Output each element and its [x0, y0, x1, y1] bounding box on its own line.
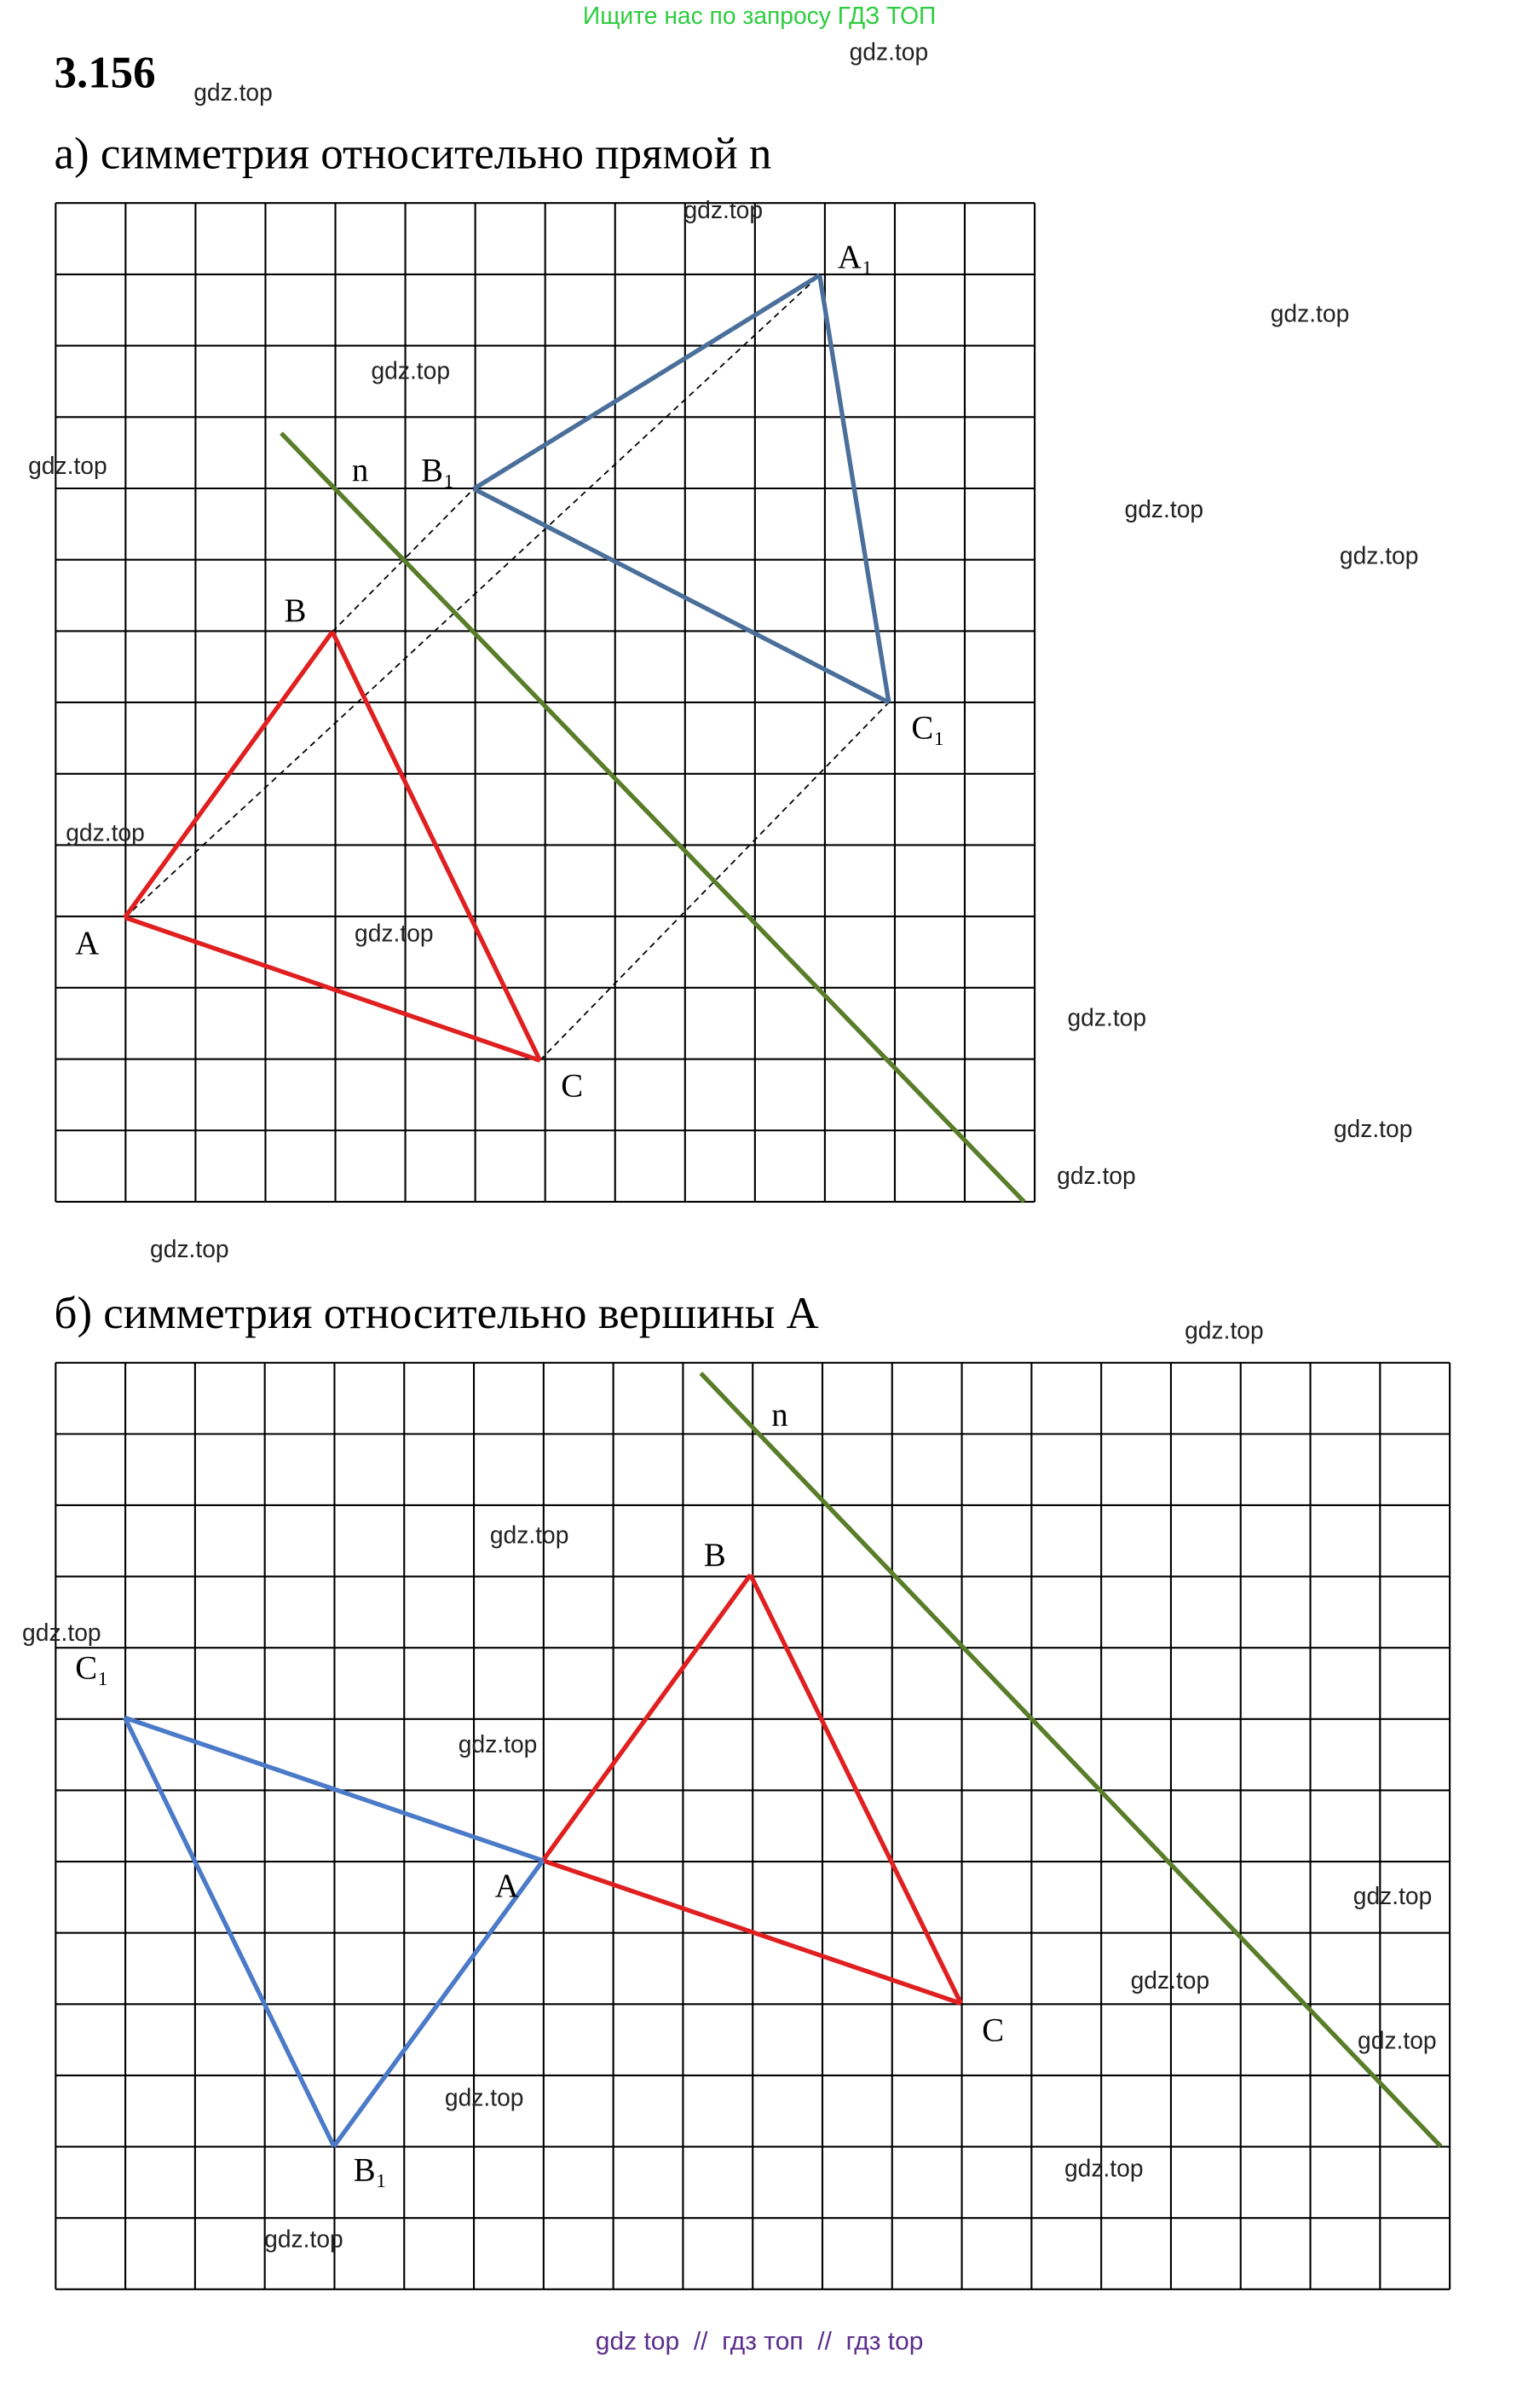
point-label: C [982, 2012, 1004, 2049]
triangle-abc [540, 1573, 753, 1862]
banner: Ищите нас по запросу ГДЗ ТОП [583, 2, 936, 29]
triangle-a1b1c1 [472, 273, 822, 491]
triangle-abc [330, 630, 542, 1062]
part-b-title: б) симметрия относительно вершины А [55, 1289, 819, 1338]
watermark: gdz.top [150, 1235, 229, 1262]
watermark: gdz.top [1358, 2026, 1437, 2053]
point-label: C₁ [75, 1649, 108, 1686]
watermark: gdz.top [1125, 495, 1204, 522]
dashed-connector [124, 274, 821, 919]
watermark: gdz.top [22, 1619, 101, 1646]
watermark: gdz.top [684, 196, 764, 223]
point-label: n [352, 453, 368, 489]
triangle-abc [748, 1573, 963, 2005]
dashed-connector [539, 701, 890, 1061]
watermark: gdz.top [850, 38, 929, 66]
triangle-abc [542, 1858, 962, 2006]
watermark: gdz.top [1057, 1162, 1136, 1189]
point-label: B [285, 592, 307, 629]
watermark: gdz.top [66, 818, 145, 846]
point-label: A [75, 925, 99, 961]
watermark: gdz.top [1353, 1882, 1433, 1909]
point-label: B₁ [354, 2152, 387, 2189]
watermark: gdz.top [28, 452, 107, 479]
part-a-title: а) симметрия относительно прямой n [55, 130, 772, 179]
triangle-ab1c1 [124, 1715, 544, 1863]
point-label: B₁ [421, 453, 454, 489]
triangle-a1b1c1 [817, 274, 891, 703]
watermark: gdz.top [264, 2225, 343, 2252]
triangle-ab1c1 [123, 1717, 337, 2148]
watermark: gdz.top [371, 357, 450, 384]
footer: gdz top // гдз топ // гдз top [596, 2327, 924, 2355]
watermark: gdz.top [355, 920, 434, 947]
problem-number: 3.156 [55, 48, 156, 97]
point-label: n [771, 1397, 787, 1434]
triangle-ab1c1 [332, 1859, 545, 2148]
watermark: gdz.top [1185, 1317, 1264, 1344]
watermark: gdz.top [193, 78, 273, 106]
point-label: B [704, 1537, 726, 1573]
watermark: gdz.top [445, 2083, 524, 2110]
watermark: gdz.top [1334, 1115, 1413, 1142]
watermark: gdz.top [490, 1521, 569, 1549]
triangle-abc [123, 630, 335, 919]
watermark: gdz.top [1131, 1966, 1210, 1994]
watermark: gdz.top [1067, 1003, 1146, 1030]
watermark: gdz.top [1271, 300, 1350, 327]
point-label: A [495, 1868, 519, 1904]
watermark: gdz.top [1340, 542, 1419, 569]
point-label: C₁ [911, 709, 944, 746]
triangle-abc [124, 915, 541, 1063]
point-label: A₁ [838, 239, 874, 275]
watermark: gdz.top [1064, 2154, 1144, 2181]
point-label: C [561, 1067, 583, 1104]
axis-line-n [699, 1371, 1443, 2148]
axis-line-n [280, 431, 1026, 1204]
watermark: gdz.top [459, 1730, 538, 1758]
triangle-a1b1c1 [472, 487, 891, 705]
